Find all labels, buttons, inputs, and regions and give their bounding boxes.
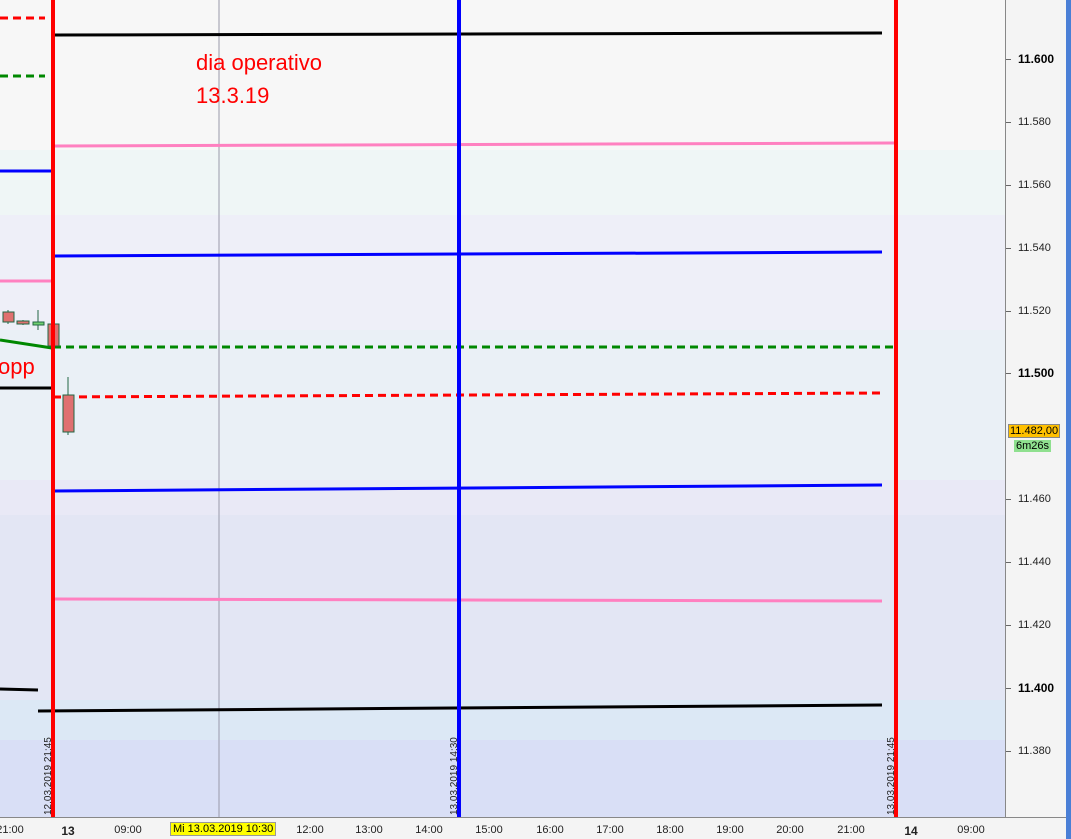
x-label: 17:00	[596, 824, 624, 836]
pink-line-upper	[52, 141, 896, 148]
annotation-line1: dia operativo	[196, 50, 322, 75]
y-label: 11.520	[1018, 305, 1051, 317]
y-label: 11.420	[1018, 619, 1051, 631]
y-label: 11.440	[1018, 556, 1051, 568]
vertical-line-label: 13.03.2019 21:45	[886, 737, 897, 815]
side-text: opp	[0, 354, 35, 379]
candle	[62, 394, 75, 433]
chart-plot-area[interactable]: 12.03.2019 21:45 13.03.2019 14:30 13.03.…	[0, 0, 1005, 817]
y-label: 11.500	[1018, 366, 1055, 380]
blue-line-lower	[52, 483, 883, 493]
x-label: 21:00	[837, 824, 865, 836]
x-label: 14:00	[415, 824, 443, 836]
x-label: 14	[904, 824, 918, 838]
candle	[16, 320, 30, 325]
time-axis[interactable]: 21:00 13 09:00 12:00 13:00 14:00 15:00 1…	[0, 817, 1066, 839]
x-label: 13:00	[355, 824, 383, 836]
x-label: 09:00	[957, 824, 985, 836]
bar-timer-badge: 6m26s	[1014, 440, 1052, 452]
y-label: 11.560	[1018, 179, 1051, 191]
y-label: 11.580	[1018, 116, 1051, 128]
y-label: 11.400	[1018, 681, 1055, 695]
blue-line-upper	[52, 250, 883, 258]
y-label: 11.380	[1018, 745, 1051, 757]
x-label: 09:00	[114, 824, 142, 836]
last-price-badge: 11.482,00	[1008, 424, 1061, 438]
annotation-line2: 13.3.19	[196, 83, 270, 108]
chart-lines	[0, 0, 898, 817]
black-resistance-line	[52, 31, 883, 37]
cursor-time-label: Mi 13.03.2019 10:30	[170, 822, 277, 836]
x-label: 21:00	[0, 824, 24, 836]
price-axis[interactable]: 11.600 11.580 11.560 11.540 11.520 11.50…	[1005, 0, 1066, 817]
window-edge	[1066, 0, 1071, 839]
x-label: 18:00	[656, 824, 684, 836]
vertical-line-label: 13.03.2019 14:30	[449, 737, 460, 815]
x-label: 12:00	[296, 824, 324, 836]
x-label: 19:00	[716, 824, 744, 836]
candle	[32, 321, 45, 326]
x-label: 16:00	[536, 824, 564, 836]
x-label: 13	[61, 824, 75, 838]
x-label: 15:00	[475, 824, 503, 836]
x-label: 20:00	[776, 824, 804, 836]
y-label: 11.460	[1018, 493, 1051, 505]
black-line-prev-low	[0, 687, 39, 692]
candle	[2, 311, 15, 323]
y-label: 11.540	[1018, 242, 1051, 254]
vertical-line-label: 12.03.2019 21:45	[43, 737, 54, 815]
green-trend-line	[0, 338, 53, 350]
red-dashed-line	[52, 391, 883, 399]
y-label: 11.600	[1018, 52, 1055, 66]
pink-line-lower	[52, 597, 883, 603]
